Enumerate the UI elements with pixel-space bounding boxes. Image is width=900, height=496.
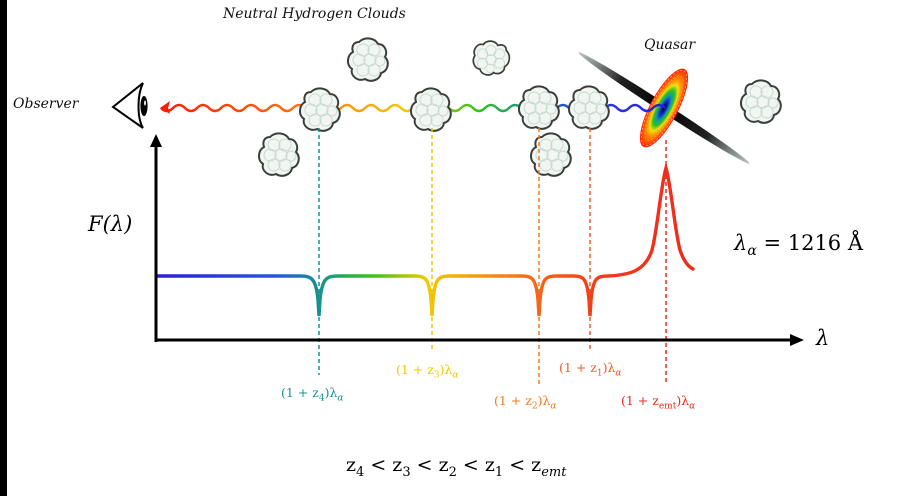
wave-arrowhead — [160, 101, 170, 114]
hydrogen-cloud-z1 — [567, 85, 610, 130]
hydrogen-cloud-background — [739, 79, 782, 124]
tick-label-z4: (1 + z4)λα — [281, 385, 344, 404]
tick-label-zemt: (1 + zemt)λα — [621, 393, 696, 412]
observer-eye-icon — [111, 82, 148, 129]
left-border-bar — [0, 0, 7, 496]
spectrum-curve — [156, 161, 695, 317]
hydrogen-cloud-background — [257, 132, 300, 177]
x-axis-label: λ — [816, 326, 830, 350]
hydrogen-cloud-background — [472, 40, 511, 76]
hydrogen-cloud-z2 — [517, 85, 560, 130]
quasar-label: Quasar — [644, 37, 696, 53]
hydrogen-cloud-background — [346, 37, 389, 82]
hydrogen-cloud-z3 — [409, 87, 452, 132]
x-axis-arrowhead — [790, 334, 804, 346]
tick-label-z2: (1 + z2)λα — [494, 393, 557, 412]
observer-label: Observer — [13, 96, 79, 112]
tick-label-z3: (1 + z3)λα — [396, 362, 459, 381]
tick-label-z1: (1 + z1)λα — [559, 360, 622, 379]
hydrogen-cloud-z4 — [298, 87, 341, 132]
rest-wavelength-annotation: λα = 1216 Å — [734, 231, 864, 260]
y-axis-label: F(λ) — [88, 212, 133, 236]
redshift-inequality: z4 < z3 < z2 < z1 < zemt — [346, 454, 567, 480]
figure-title: Neutral Hydrogen Clouds — [223, 6, 406, 22]
y-axis-arrowhead — [150, 134, 162, 147]
hydrogen-cloud-background — [529, 132, 572, 177]
